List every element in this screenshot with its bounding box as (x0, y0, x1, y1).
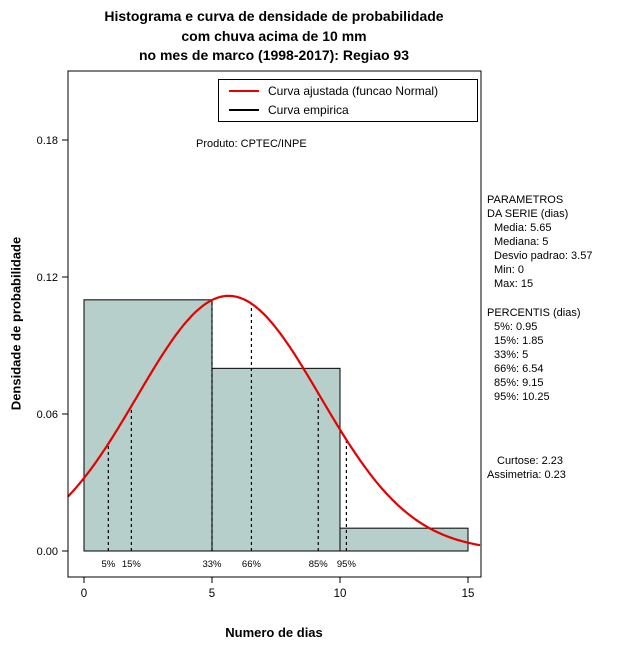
percentile-label: 95% (337, 559, 357, 570)
histogram-bar (83, 299, 213, 552)
fitted-curve (67, 294, 481, 547)
chart-title-line2: com chuva acima de 10 mm (181, 27, 367, 44)
empirical-curve-swatch (229, 108, 259, 111)
x-tick-label: 15 (462, 588, 475, 600)
stat-mediana: Mediana: 5 (494, 236, 549, 248)
x-tick-label: 10 (334, 588, 347, 600)
legend-label-empirical: Curva empirica (268, 102, 349, 117)
product-annotation: Produto: CPTEC/INPE (196, 138, 307, 150)
percentile-label: 5% (101, 559, 115, 570)
legend-row-fitted: Curva ajustada (funcao Normal) (229, 84, 477, 98)
chart-title: Histograma e curva de densidade de proba… (0, 7, 548, 66)
percentil-33: 33%: 5 (494, 349, 529, 361)
stat-desvio: Desvio padrao: 3.57 (494, 250, 593, 262)
percentile-label: 15% (122, 559, 142, 570)
percentile-label: 85% (309, 559, 329, 570)
stats-header-line1: PARAMETROS (487, 194, 564, 206)
x-tick-label: 0 (81, 588, 87, 600)
y-axis-label: Densidade de probabilidade (8, 236, 24, 411)
fitted-curve-swatch (229, 90, 259, 93)
legend: Curva ajustada (funcao Normal) Curva emp… (218, 79, 478, 122)
legend-label-fitted: Curva ajustada (funcao Normal) (268, 84, 439, 99)
stat-min: Min: 0 (494, 264, 524, 276)
stats-panel: PARAMETROS DA SERIE (dias) Media: 5.65 M… (487, 193, 639, 482)
chart-title-line1: Histograma e curva de densidade de proba… (104, 8, 444, 24)
percentil-85: 85%: 9.15 (494, 377, 544, 389)
stat-curtose: Curtose: 2.23 (497, 455, 564, 467)
x-tick-label: 5 (209, 588, 215, 600)
percentil-95: 95%: 10.25 (494, 391, 550, 403)
percentis-header: PERCENTIS (dias) (487, 307, 581, 319)
percentile-label: 33% (202, 559, 222, 570)
percentil-66: 66%: 6.54 (494, 363, 544, 375)
y-tick-label: 0.06 (37, 409, 58, 421)
percentil-5: 5%: 0.95 (494, 321, 538, 333)
stat-media: Media: 5.65 (494, 222, 552, 234)
stat-assimetria: Assimetria: 0.23 (487, 469, 566, 481)
percentil-15: 15%: 1.85 (494, 335, 544, 347)
y-tick-label: 0.18 (37, 135, 58, 147)
y-tick-label: 0.12 (37, 272, 58, 284)
stats-spacer (487, 291, 639, 306)
stats-spacer (487, 404, 639, 454)
stat-max: Max: 15 (494, 278, 534, 290)
plot-box (67, 70, 482, 578)
stats-header-line2: DA SERIE (dias) (487, 208, 569, 220)
x-axis-label: Numero de dias (225, 625, 323, 640)
y-tick-label: 0.00 (37, 546, 58, 558)
legend-row-empirical: Curva empirica (229, 103, 477, 117)
histogram-bar (339, 527, 469, 552)
percentile-label: 66% (242, 559, 262, 570)
chart-title-line3: no mes de marco (1998-2017): Regiao 93 (138, 47, 409, 63)
